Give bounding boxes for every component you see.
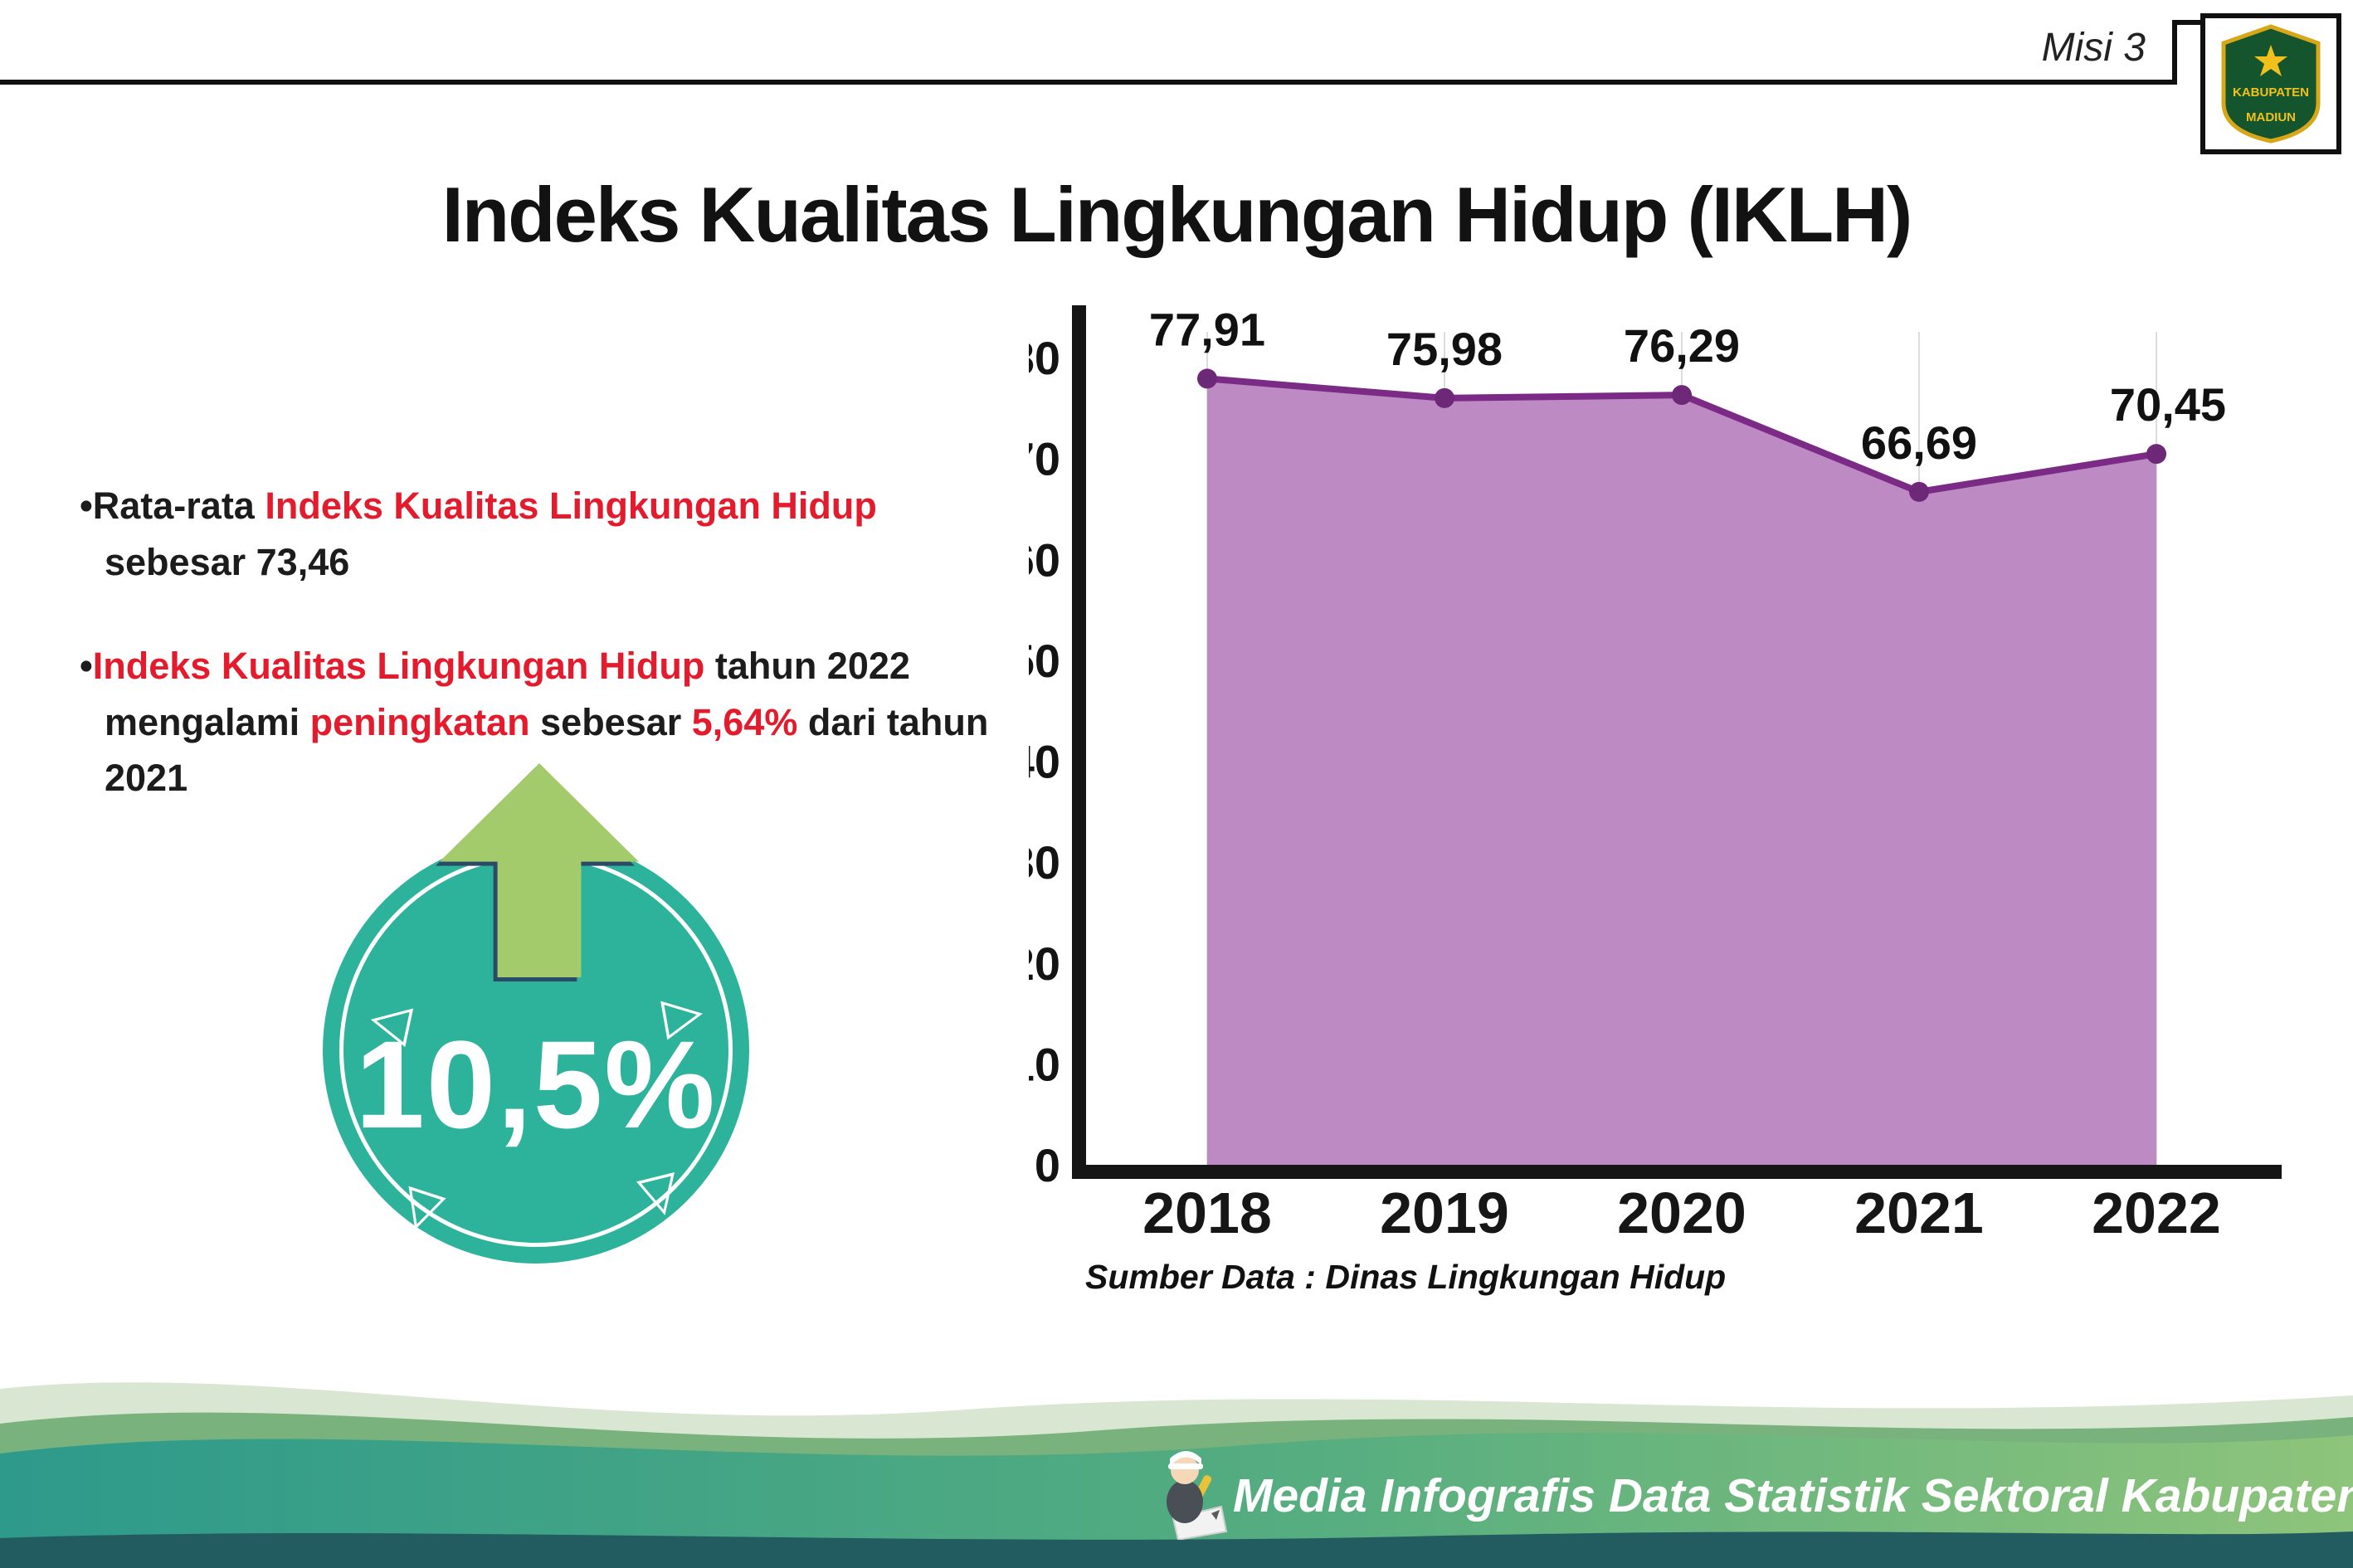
x-axis: [1072, 1165, 2282, 1179]
bullet-iklh-increase: •Indeks Kualitas Lingkungan Hidup tahun …: [80, 638, 992, 806]
area-series: [1207, 378, 2156, 1165]
text-segment: tahun 2022 mengalami: [105, 645, 910, 743]
data-point: [1672, 385, 1692, 406]
svg-text:MADIUN: MADIUN: [2246, 110, 2296, 124]
wave-dark-strip: [0, 1531, 2353, 1568]
page-title: Indeks Kualitas Lingkungan Hidup (IKLH): [441, 170, 1913, 258]
up-arrow-icon: [440, 763, 639, 977]
mascot-icon: [1167, 1451, 1228, 1540]
text-segment: Indeks Kualitas Lingkungan Hidup: [265, 485, 877, 527]
y-tick-label: 70: [1029, 433, 1060, 485]
bullet-average-iklh: •Rata-rata Indeks Kualitas Lingkungan Hi…: [80, 478, 992, 590]
y-tick-label: 60: [1029, 533, 1060, 586]
text-segment: •Rata-rata: [80, 485, 266, 527]
text-segment: sebesar 73,46: [105, 540, 350, 583]
header-rule: [0, 80, 2175, 85]
text-segment: dari tahun 2021: [105, 700, 989, 800]
y-tick-label: 30: [1029, 836, 1060, 889]
badge-percentage: 10,5%: [355, 1015, 717, 1154]
x-axis-label: 2020: [1617, 1181, 1746, 1245]
data-point: [1435, 387, 1454, 408]
y-tick-label: 50: [1029, 635, 1060, 687]
footer-caption: Media Infografis Data Statistik Sektoral…: [1233, 1469, 2353, 1522]
y-tick-label: 10: [1029, 1038, 1060, 1090]
text-segment: 5,64%: [691, 700, 798, 743]
key-points: •Rata-rata Indeks Kualitas Lingkungan Hi…: [80, 478, 992, 806]
data-point: [1197, 368, 1217, 389]
data-point: [2146, 444, 2166, 465]
x-axis-label: 2019: [1380, 1181, 1509, 1245]
data-label: 77,91: [1149, 303, 1265, 355]
text-segment: Indeks Kualitas Lingkungan Hidup: [92, 645, 705, 687]
svg-text:KABUPATEN: KABUPATEN: [2233, 85, 2309, 100]
y-tick-label: 0: [1035, 1139, 1060, 1191]
data-label: 76,29: [1624, 319, 1740, 372]
header-rule-cap: [2172, 20, 2205, 25]
header-rule-step: [2172, 20, 2177, 85]
data-point: [1909, 481, 1929, 502]
text-segment: peningkatan: [309, 700, 530, 743]
logo-shield-icon: KABUPATEN MADIUN: [2221, 24, 2321, 144]
text-segment: •: [80, 645, 93, 687]
data-label: 66,69: [1861, 416, 1977, 469]
iklh-area-chart: 77,91 75,98 76,29 66,69 70,45 0 10 20 30 40 50 60 70…: [1029, 303, 2282, 1245]
x-axis-label: 2021: [1854, 1181, 1984, 1245]
y-tick-label: 80: [1029, 332, 1060, 384]
y-tick-label: 20: [1029, 937, 1060, 990]
data-label: 70,45: [2110, 378, 2226, 431]
text-segment: sebesar: [529, 700, 692, 743]
x-axis-label: 2018: [1142, 1181, 1272, 1245]
data-source-caption: Sumber Data : Dinas Lingkungan Hidup: [1085, 1258, 1727, 1296]
x-axis-label: 2022: [2092, 1181, 2221, 1245]
data-label: 75,98: [1386, 323, 1503, 375]
misi-label: Misi 3: [2041, 26, 2146, 70]
y-tick-label: 40: [1029, 736, 1060, 788]
kabupaten-madiun-logo: KABUPATEN MADIUN: [2200, 13, 2341, 154]
y-axis: [1072, 305, 1086, 1179]
